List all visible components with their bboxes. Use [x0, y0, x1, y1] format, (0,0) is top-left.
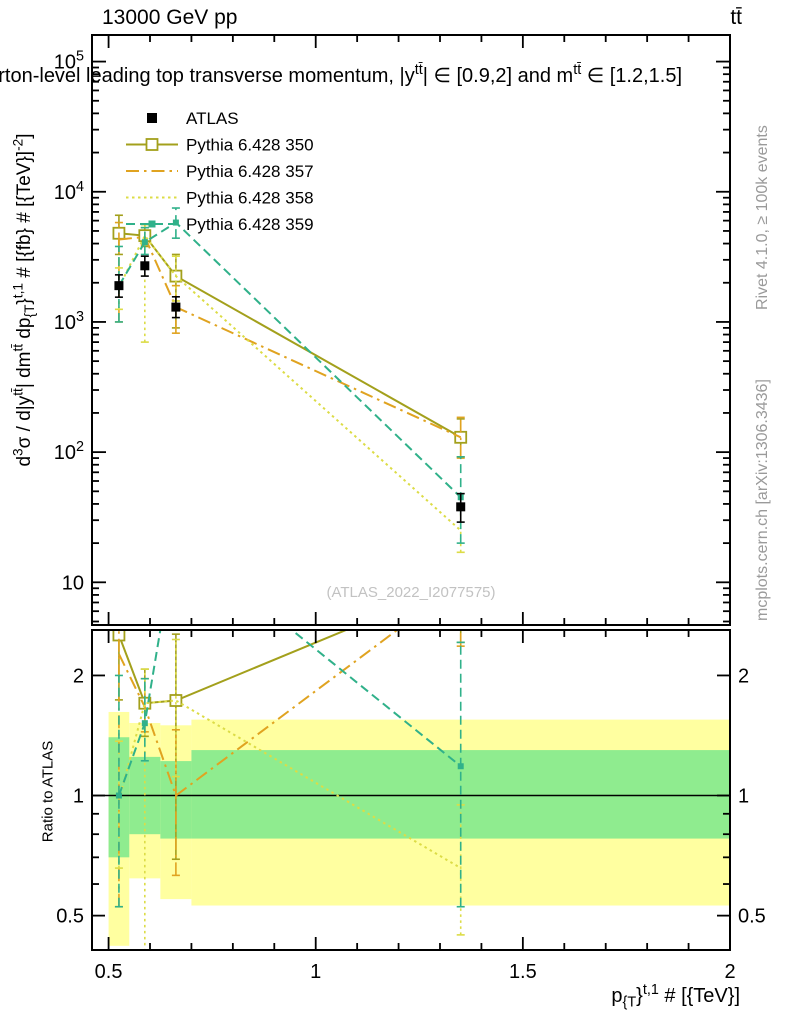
plot-title: parton-level leading top transverse mome…	[0, 62, 682, 87]
series-line	[117, 630, 462, 796]
x-tick-label: 1.5	[509, 961, 537, 983]
x-tick-label: 0.5	[95, 961, 123, 983]
series-line	[118, 221, 462, 498]
ratio-axis-title: Ratio to ATLAS	[39, 740, 57, 843]
series-line	[117, 699, 462, 869]
data-point-marker	[140, 261, 150, 271]
y-tick-label: 102	[54, 439, 84, 464]
rivet-version-text: Rivet 4.1.0, ≥ 100k events	[754, 125, 771, 310]
data-point-marker	[457, 763, 464, 770]
legend-label: Pythia 6.428 357	[186, 162, 314, 181]
analysis-id-watermark: (ATLAS_2022_I2077575)	[326, 584, 496, 601]
x-axis-title: p{T}t,1 # [{TeV}]	[611, 982, 740, 1010]
series-pythia-6-428-358-main	[114, 223, 465, 554]
data-point-marker	[456, 502, 466, 512]
series-line	[118, 232, 462, 439]
legend-item-atlas: ATLAS	[147, 109, 239, 128]
legend-label: Pythia 6.428 358	[186, 189, 314, 208]
ratio-tick-label-right: 2	[738, 665, 749, 687]
ratio-tick-label-right: 1	[738, 786, 749, 808]
legend-item-pythia-6-428-357: Pythia 6.428 357	[126, 162, 314, 181]
series-line	[118, 630, 399, 798]
legend-label: Pythia 6.428 350	[186, 136, 314, 155]
data-point-marker	[171, 302, 181, 312]
x-tick-label: 2	[724, 961, 735, 983]
mcplots-credit-text: mcplots.cern.ch [arXiv:1306.3436]	[754, 379, 771, 621]
ratio-tick-label-left: 0.5	[56, 906, 84, 928]
legend-item-pythia-6-428-359: Pythia 6.428 359	[126, 215, 314, 234]
ratio-tick-label-right: 0.5	[738, 906, 766, 928]
data-point-marker	[115, 792, 122, 799]
ratio-tick-label-left: 1	[73, 786, 84, 808]
axes	[91, 34, 731, 951]
series-pythia-6-428-350-main	[112, 214, 468, 458]
beam-energy-label: 13000 GeV pp	[102, 6, 238, 29]
process-label: tt̄	[730, 6, 742, 29]
legend-label: Pythia 6.428 359	[186, 215, 314, 234]
legend-marker	[147, 113, 157, 123]
series-atlas-main	[114, 255, 466, 523]
legend-marker	[145, 138, 159, 151]
y-tick-label: 105	[54, 49, 84, 74]
data-point-marker	[114, 281, 124, 291]
series-pythia-6-428-359-ratio	[114, 533, 465, 908]
data-point-marker	[141, 720, 148, 727]
data-point-marker	[172, 219, 179, 226]
legend: ATLAS Pythia 6.428 350 Pythia 6.428 357 Pyt…	[126, 109, 314, 234]
main-frame	[91, 34, 731, 626]
legend-marker	[148, 220, 156, 228]
legend-label: ATLAS	[186, 109, 239, 128]
legend-item-pythia-6-428-358: Pythia 6.428 358	[126, 189, 314, 208]
x-tick-label: 1	[310, 961, 321, 983]
y-tick-label: 104	[54, 179, 84, 204]
y-tick-label: 103	[54, 309, 84, 334]
ratio-uncertainty-bands	[108, 711, 730, 946]
series-pythia-6-428-359-main	[114, 207, 465, 544]
legend-item-pythia-6-428-350: Pythia 6.428 350	[126, 136, 314, 155]
ratio-frame	[91, 629, 731, 951]
data-point-marker	[173, 533, 179, 539]
ratio-tick-label-left: 2	[73, 665, 84, 687]
y-tick-label: 10	[62, 572, 84, 594]
data-point-marker	[141, 239, 148, 246]
y-axis-title: d3σ / d|ytt̄| dmtt̄ dp{T}t,1 # [{fb} # […	[10, 133, 37, 466]
series-line	[118, 235, 462, 439]
